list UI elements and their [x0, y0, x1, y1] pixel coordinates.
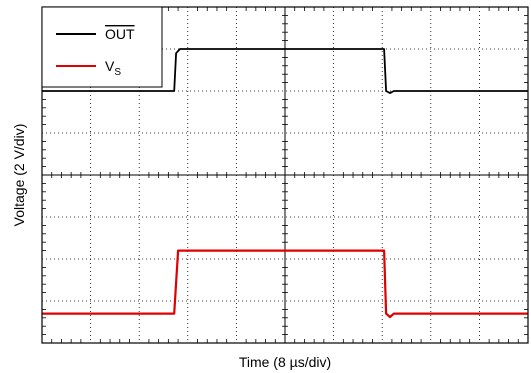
plot-frame — [41, 6, 529, 344]
legend-label-vs-sub: S — [114, 67, 121, 78]
legend-box — [41, 6, 163, 88]
traces — [42, 48, 528, 319]
legend-label-out: OUT — [105, 26, 135, 42]
trace-out — [42, 48, 528, 94]
x-axis-label: Time (8 µs/div) — [239, 354, 331, 370]
trace-vs — [42, 249, 528, 319]
legend-label-vs: VS — [105, 58, 121, 78]
legend: OUT VS — [41, 6, 163, 88]
legend-label-vs-main: V — [105, 58, 115, 74]
y-axis-label: Voltage (2 V/div) — [11, 124, 27, 227]
